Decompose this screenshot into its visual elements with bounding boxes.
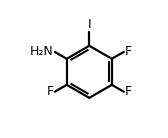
- Text: F: F: [47, 85, 54, 98]
- Text: F: F: [125, 45, 132, 58]
- Text: F: F: [125, 85, 132, 98]
- Text: H₂N: H₂N: [30, 45, 54, 58]
- Text: I: I: [88, 18, 91, 31]
